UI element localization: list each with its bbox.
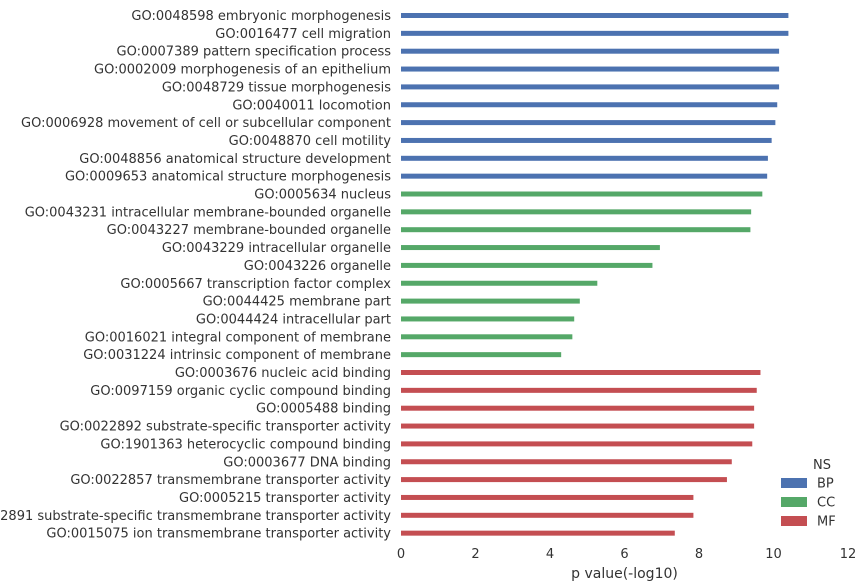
x-tick-label-5: 10 bbox=[765, 547, 782, 562]
category-label-13: GO:0043229 intracellular organelle bbox=[162, 241, 391, 256]
category-label-11: GO:0043231 intracellular membrane-bounde… bbox=[25, 205, 391, 220]
bar-bp-4 bbox=[401, 84, 780, 90]
bar-cc-17 bbox=[401, 316, 575, 322]
category-label-3: GO:0002009 morphogenesis of an epitheliu… bbox=[94, 63, 391, 78]
bar-mf-29 bbox=[401, 530, 675, 536]
category-label-14: GO:0043226 organelle bbox=[244, 259, 391, 274]
bar-cc-11 bbox=[401, 209, 752, 215]
x-tick-label-1: 2 bbox=[471, 547, 479, 562]
bar-bp-0 bbox=[401, 13, 789, 18]
bar-mf-25 bbox=[401, 459, 732, 465]
legend-label-mf: MF bbox=[817, 515, 836, 530]
category-label-27: GO:0005215 transporter activity bbox=[179, 491, 391, 506]
bar-mf-26 bbox=[401, 477, 727, 483]
category-label-20: GO:0003676 nucleic acid binding bbox=[175, 366, 391, 381]
bar-mf-22 bbox=[401, 405, 755, 411]
bar-mf-28 bbox=[401, 512, 694, 518]
bar-cc-15 bbox=[401, 280, 598, 286]
category-label-1: GO:0016477 cell migration bbox=[215, 27, 391, 42]
category-label-24: GO:1901363 heterocyclic compound binding bbox=[100, 437, 391, 452]
x-tick-label-0: 0 bbox=[397, 547, 405, 562]
x-axis-title: p value(-log10) bbox=[571, 566, 678, 582]
category-label-10: GO:0005634 nucleus bbox=[254, 188, 391, 203]
bar-bp-3 bbox=[401, 66, 780, 72]
x-tick-label-2: 4 bbox=[546, 547, 554, 562]
bars-group bbox=[401, 13, 789, 536]
category-label-17: GO:0044424 intracellular part bbox=[196, 312, 391, 327]
x-tick-label-4: 8 bbox=[695, 547, 703, 562]
bar-bp-2 bbox=[401, 48, 780, 54]
bar-bp-5 bbox=[401, 102, 778, 108]
category-label-15: GO:0005667 transcription factor complex bbox=[120, 277, 391, 292]
bar-bp-7 bbox=[401, 137, 772, 143]
bar-mf-24 bbox=[401, 441, 753, 447]
x-tick-label-3: 6 bbox=[620, 547, 628, 562]
bar-cc-13 bbox=[401, 245, 660, 251]
bar-cc-16 bbox=[401, 298, 580, 304]
bar-mf-20 bbox=[401, 370, 761, 375]
category-label-26: GO:0022857 transmembrane transporter act… bbox=[70, 473, 391, 488]
category-labels-group: GO:0048598 embryonic morphogenesis GO:001… bbox=[0, 9, 391, 542]
category-label-8: GO:0048856 anatomical structure developm… bbox=[79, 152, 391, 167]
category-label-2: GO:0007389 pattern specification process bbox=[117, 45, 392, 60]
category-label-23: GO:0022892 substrate-specific transporte… bbox=[60, 420, 392, 435]
bar-cc-19 bbox=[401, 352, 562, 358]
bar-bp-8 bbox=[401, 155, 768, 161]
category-label-12: GO:0043227 membrane-bounded organelle bbox=[107, 223, 391, 238]
legend-title: NS bbox=[813, 458, 831, 473]
bar-bp-9 bbox=[401, 173, 768, 179]
legend-swatch-cc bbox=[781, 497, 807, 507]
bar-cc-12 bbox=[401, 227, 751, 233]
category-label-19: GO:0031224 intrinsic component of membra… bbox=[83, 348, 391, 363]
bar-cc-14 bbox=[401, 262, 653, 268]
category-label-28: GO:0022891 substrate-specific transmembr… bbox=[0, 509, 391, 524]
category-label-6: GO:0006928 movement of cell or subcellul… bbox=[21, 116, 391, 131]
bar-mf-23 bbox=[401, 423, 755, 429]
legend: NS BP CC MF bbox=[781, 458, 836, 530]
legend-swatch-mf bbox=[781, 516, 807, 526]
legend-swatch-bp bbox=[781, 478, 807, 488]
category-label-7: GO:0048870 cell motility bbox=[229, 134, 392, 149]
bar-mf-21 bbox=[401, 387, 757, 393]
x-tick-labels-group: 0 2 4 6 8 10 12 bbox=[397, 547, 856, 562]
category-label-9: GO:0009653 anatomical structure morphoge… bbox=[65, 170, 391, 185]
category-label-16: GO:0044425 membrane part bbox=[203, 295, 391, 310]
category-label-25: GO:0003677 DNA binding bbox=[223, 455, 391, 470]
category-label-29: GO:0015075 ion transmembrane transporter… bbox=[46, 527, 391, 542]
category-label-4: GO:0048729 tissue morphogenesis bbox=[162, 80, 391, 95]
bar-bp-6 bbox=[401, 120, 776, 126]
bar-mf-27 bbox=[401, 494, 694, 500]
category-label-5: GO:0040011 locomotion bbox=[232, 98, 391, 113]
legend-label-cc: CC bbox=[817, 496, 835, 511]
category-label-0: GO:0048598 embryonic morphogenesis bbox=[131, 9, 391, 24]
category-label-18: GO:0016021 integral component of membran… bbox=[85, 330, 391, 345]
x-tick-label-6: 12 bbox=[840, 547, 857, 562]
category-label-22: GO:0005488 binding bbox=[256, 402, 391, 417]
bar-cc-10 bbox=[401, 191, 763, 197]
legend-label-bp: BP bbox=[817, 477, 834, 492]
bar-bp-1 bbox=[401, 30, 789, 36]
category-label-21: GO:0097159 organic cyclic compound bindi… bbox=[90, 384, 391, 399]
bar-cc-18 bbox=[401, 334, 573, 340]
